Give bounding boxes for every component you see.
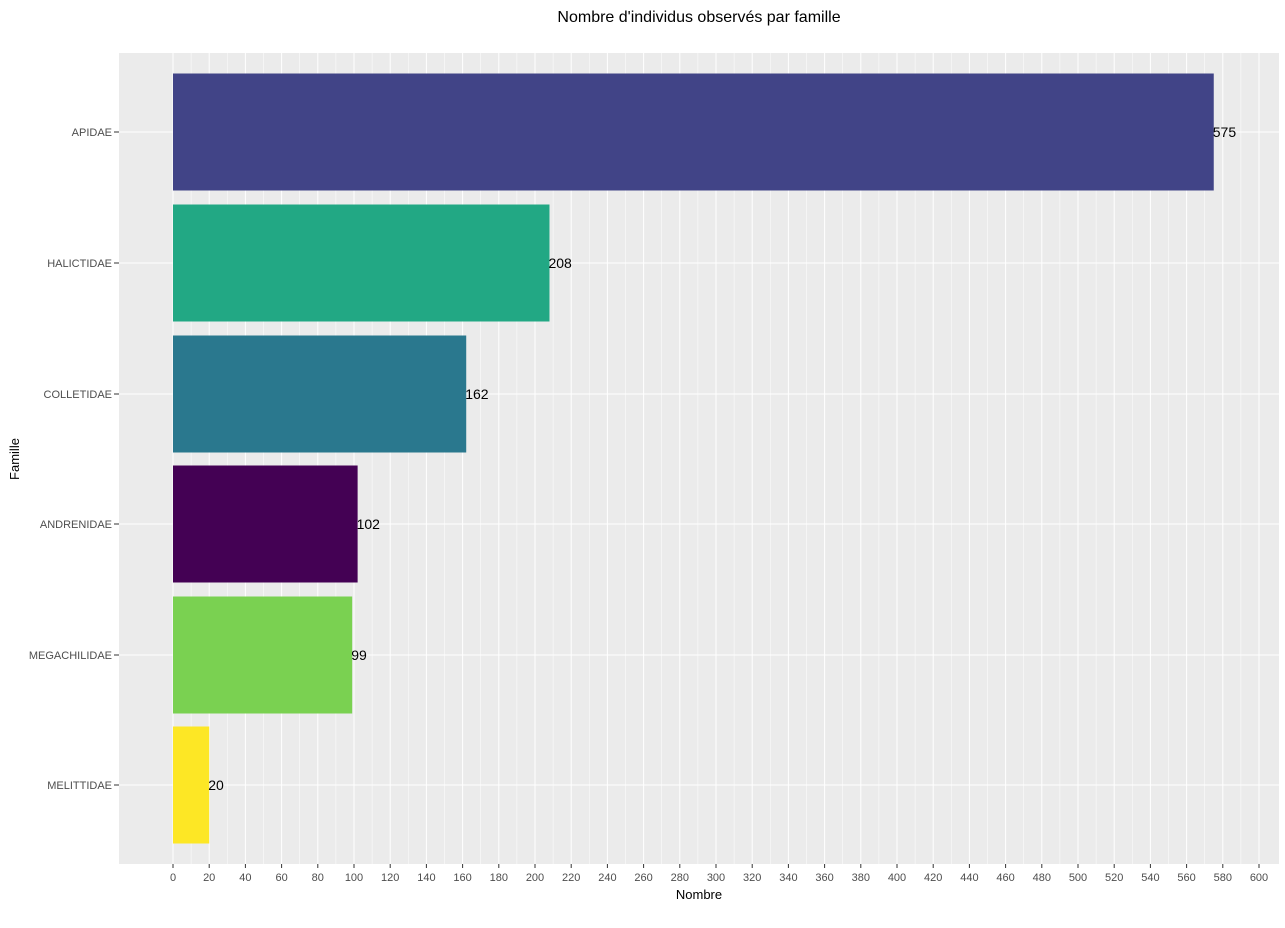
x-tick-label: 320	[743, 872, 761, 884]
bars	[173, 73, 1214, 844]
bar-apidae	[173, 73, 1214, 191]
y-tick-label: APIDAE	[72, 127, 112, 139]
x-axis: 0 20 40 60 80 100 120 140 160 180 200 220 240 260 280 3…	[170, 864, 1268, 884]
bar-megachilidae	[173, 596, 353, 714]
y-tick-label: MEGACHILIDAE	[29, 650, 112, 662]
x-tick-label: 480	[1033, 872, 1051, 884]
x-tick-label: 420	[924, 872, 942, 884]
data-label-apidae: 575	[1213, 124, 1237, 140]
y-tick-label: MELITTIDAE	[47, 780, 112, 792]
x-tick-label: 160	[453, 872, 471, 884]
x-tick-label: 540	[1141, 872, 1159, 884]
data-label-andrenidae: 102	[357, 516, 381, 532]
y-tick-label: COLLETIDAE	[44, 389, 112, 401]
x-tick-label: 340	[779, 872, 797, 884]
x-tick-label: 440	[960, 872, 978, 884]
x-tick-label: 260	[634, 872, 652, 884]
x-tick-label: 560	[1177, 872, 1195, 884]
data-label-megachilidae: 99	[351, 647, 367, 663]
bar-halictidae	[173, 204, 550, 322]
y-axis-title: Famille	[7, 438, 22, 480]
x-tick-label: 140	[417, 872, 435, 884]
x-axis-title: Nombre	[676, 887, 722, 902]
bar-melittidae	[173, 726, 210, 844]
x-tick-label: 600	[1250, 872, 1268, 884]
x-tick-label: 380	[852, 872, 870, 884]
x-tick-label: 520	[1105, 872, 1123, 884]
x-tick-label: 120	[381, 872, 399, 884]
bar-colletidae	[173, 335, 467, 453]
x-tick-label: 300	[707, 872, 725, 884]
x-tick-label: 360	[815, 872, 833, 884]
data-label-halictidae: 208	[548, 255, 572, 271]
x-tick-label: 20	[203, 872, 215, 884]
x-tick-label: 60	[275, 872, 287, 884]
x-tick-label: 500	[1069, 872, 1087, 884]
x-tick-label: 0	[170, 872, 176, 884]
y-tick-label: ANDRENIDAE	[40, 519, 112, 531]
x-tick-label: 40	[239, 872, 251, 884]
x-tick-label: 580	[1214, 872, 1232, 884]
x-tick-label: 220	[562, 872, 580, 884]
y-axis: APIDAE HALICTIDAE COLLETIDAE ANDRENIDAE MEGA…	[29, 127, 119, 792]
data-labels: 575 208 162 102 99 20	[208, 124, 1236, 793]
x-tick-label: 400	[888, 872, 906, 884]
bar-andrenidae	[173, 465, 358, 583]
x-tick-label: 460	[996, 872, 1014, 884]
data-label-melittidae: 20	[208, 777, 224, 793]
x-tick-label: 180	[490, 872, 508, 884]
y-tick-label: HALICTIDAE	[47, 258, 112, 270]
chart-title: Nombre d'individus observés par famille	[557, 9, 840, 26]
x-tick-label: 280	[671, 872, 689, 884]
data-label-colletidae: 162	[465, 386, 489, 402]
x-tick-label: 80	[312, 872, 324, 884]
x-tick-label: 100	[345, 872, 363, 884]
x-tick-label: 200	[526, 872, 544, 884]
x-tick-label: 240	[598, 872, 616, 884]
